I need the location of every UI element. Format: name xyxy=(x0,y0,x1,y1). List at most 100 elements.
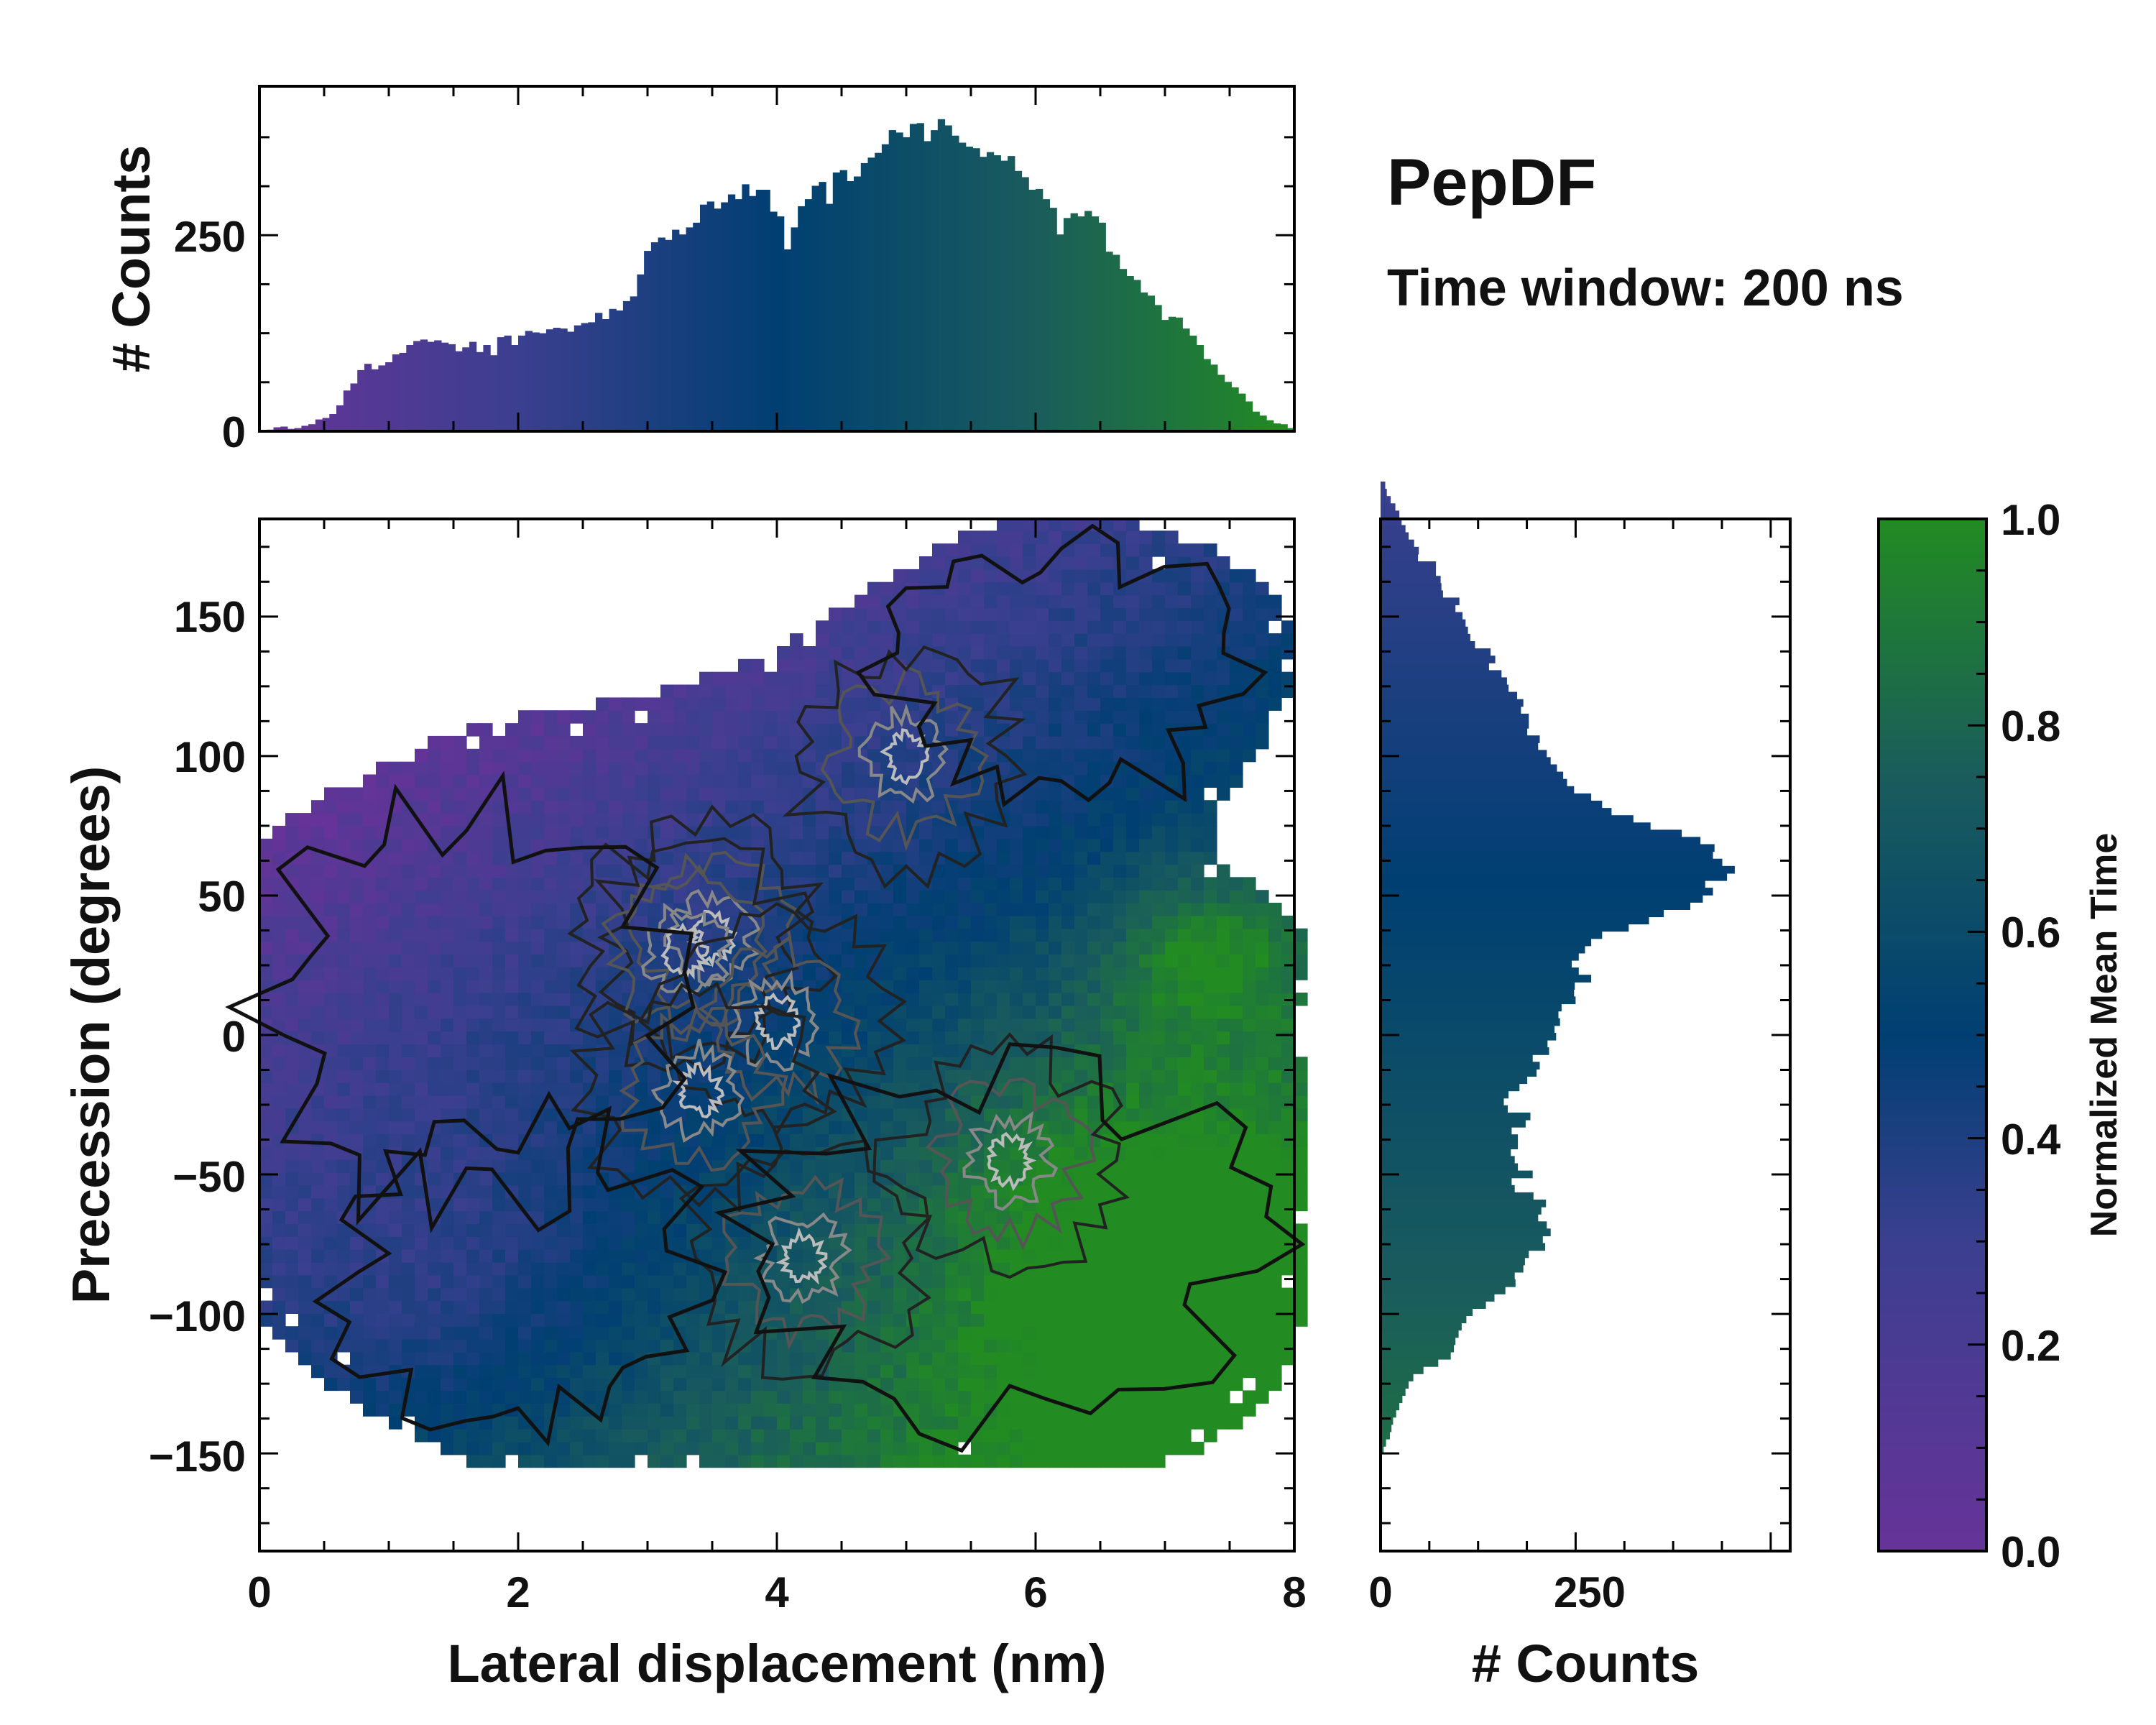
heatmap-cell xyxy=(880,1403,894,1417)
heatmap-cell xyxy=(971,556,985,570)
heatmap-cell xyxy=(544,813,558,827)
heatmap-cell xyxy=(906,1070,920,1083)
heatmap-cell xyxy=(1178,735,1192,750)
heatmap-cell xyxy=(441,1070,454,1083)
heatmap-cell xyxy=(1139,633,1153,647)
heatmap-cell xyxy=(1036,1287,1049,1302)
heatmap-cell xyxy=(350,993,364,1006)
heatmap-cell xyxy=(867,633,881,647)
heatmap-cell xyxy=(867,877,881,891)
heatmap-cell xyxy=(1243,1210,1256,1224)
heatmap-cell xyxy=(441,1441,454,1455)
heatmap-cell xyxy=(1074,1184,1088,1199)
heatmap-cell xyxy=(272,1070,286,1083)
heatmap-cell xyxy=(893,1454,907,1468)
top-histogram-bar xyxy=(972,148,980,431)
heatmap-cell xyxy=(1178,569,1192,583)
heatmap-cell xyxy=(441,1351,454,1366)
heatmap-cell xyxy=(816,1044,829,1057)
heatmap-cell xyxy=(945,1236,959,1250)
heatmap-cell xyxy=(842,928,855,942)
heatmap-cell xyxy=(1113,1057,1127,1070)
heatmap-cell xyxy=(712,697,726,711)
heatmap-cell xyxy=(712,825,726,840)
top-ytick-label-0: 0 xyxy=(222,408,246,456)
heatmap-cell xyxy=(259,1082,273,1096)
heatmap-cell xyxy=(1087,671,1101,686)
heatmap-cell xyxy=(854,1108,868,1122)
heatmap-cell xyxy=(1178,1236,1192,1250)
heatmap-cell xyxy=(1126,581,1140,596)
heatmap-cell xyxy=(570,735,584,750)
heatmap-cell xyxy=(1191,877,1204,891)
heatmap-cell xyxy=(544,1300,558,1314)
heatmap-cell xyxy=(932,1031,946,1045)
heatmap-cell xyxy=(544,903,558,916)
heatmap-cell xyxy=(415,1223,428,1237)
heatmap-cell xyxy=(531,748,545,763)
heatmap-cell xyxy=(958,1390,972,1404)
heatmap-cell xyxy=(984,980,998,993)
top-histogram-panel: 0 250 # Counts xyxy=(101,85,1296,456)
heatmap-cell xyxy=(479,941,493,955)
heatmap-cell xyxy=(596,1287,609,1302)
heatmap-cell xyxy=(648,735,661,750)
heatmap-cell xyxy=(1061,684,1075,698)
heatmap-cell xyxy=(1126,1172,1140,1186)
heatmap-cell xyxy=(1204,1018,1217,1032)
heatmap-cell xyxy=(725,723,739,737)
heatmap-cell xyxy=(259,1249,273,1263)
heatmap-cell xyxy=(945,748,959,763)
heatmap-cell xyxy=(1074,800,1088,814)
heatmap-cell xyxy=(1126,1274,1140,1289)
heatmap-cell xyxy=(389,851,402,865)
top-histogram-bar xyxy=(301,426,309,431)
heatmap-cell xyxy=(1243,735,1256,750)
heatmap-cell xyxy=(479,1313,493,1327)
heatmap-cell xyxy=(324,1377,338,1392)
heatmap-cell xyxy=(596,1274,609,1289)
heatmap-cell xyxy=(441,1146,454,1160)
heatmap-cell xyxy=(389,1018,402,1032)
heatmap-cell xyxy=(1230,1236,1243,1250)
heatmap-cell xyxy=(1061,569,1075,583)
heatmap-cell xyxy=(1036,954,1049,967)
heatmap-cell xyxy=(932,825,946,840)
heatmap-cell xyxy=(958,1249,972,1263)
heatmap-cell xyxy=(1126,993,1140,1006)
heatmap-cell xyxy=(1010,633,1023,647)
heatmap-cell xyxy=(415,761,428,776)
heatmap-cell xyxy=(635,1300,648,1314)
heatmap-cell xyxy=(272,825,286,840)
heatmap-cell xyxy=(505,1031,519,1045)
heatmap-cell xyxy=(842,1261,855,1276)
heatmap-cell xyxy=(376,890,390,903)
heatmap-cell xyxy=(1049,877,1062,891)
heatmap-cell xyxy=(1049,1287,1062,1302)
heatmap-cell xyxy=(984,607,998,621)
heatmap-cell xyxy=(699,761,713,776)
heatmap-cell xyxy=(285,1339,299,1353)
heatmap-cell xyxy=(363,980,377,993)
heatmap-cell xyxy=(893,607,907,621)
heatmap-cell xyxy=(1230,915,1243,929)
heatmap-cell xyxy=(1139,620,1153,634)
heatmap-cell xyxy=(1100,838,1114,852)
heatmap-cell xyxy=(764,928,778,942)
heatmap-cell xyxy=(466,1057,480,1070)
heatmap-cell xyxy=(311,1326,325,1340)
heatmap-cell xyxy=(531,735,545,750)
heatmap-cell xyxy=(453,941,467,955)
heatmap-cell xyxy=(932,838,946,852)
heatmap-cell xyxy=(1243,1326,1256,1340)
heatmap-cell xyxy=(531,1249,545,1263)
heatmap-cell xyxy=(880,671,894,686)
heatmap-cell xyxy=(1010,1133,1023,1147)
top-histogram-bar xyxy=(1063,218,1072,431)
heatmap-cell xyxy=(1165,993,1179,1006)
heatmap-cell xyxy=(363,825,377,840)
heatmap-cell xyxy=(1217,787,1230,801)
heatmap-cell xyxy=(466,1261,480,1276)
heatmap-cell xyxy=(932,1044,946,1057)
heatmap-cell xyxy=(479,1018,493,1032)
